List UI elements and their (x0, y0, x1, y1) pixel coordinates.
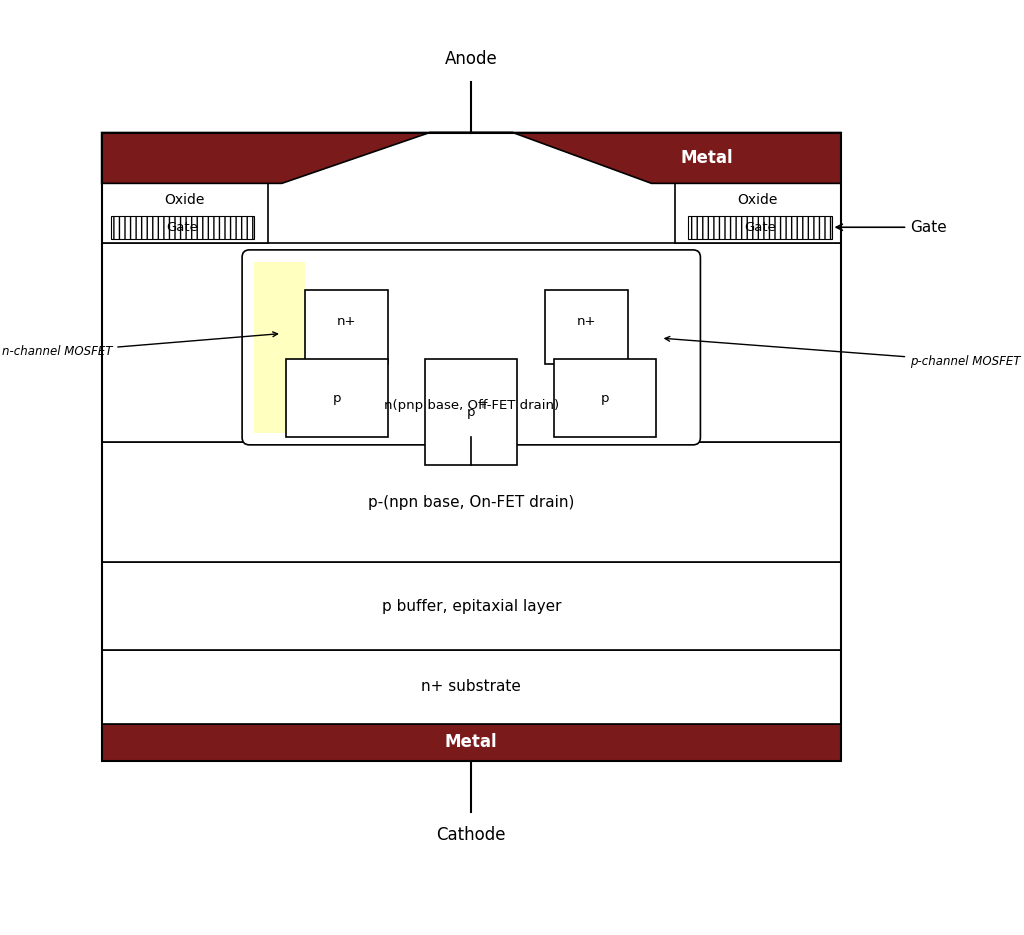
Text: n(pnp base, Off-FET drain): n(pnp base, Off-FET drain) (384, 398, 559, 411)
FancyBboxPatch shape (688, 216, 831, 238)
FancyBboxPatch shape (111, 216, 254, 238)
Text: Oxide: Oxide (165, 194, 205, 208)
FancyBboxPatch shape (425, 359, 517, 466)
FancyBboxPatch shape (101, 442, 841, 562)
FancyBboxPatch shape (101, 183, 268, 243)
FancyBboxPatch shape (675, 183, 841, 243)
Text: +: + (478, 399, 486, 410)
Text: p-(npn base, On-FET drain): p-(npn base, On-FET drain) (368, 495, 574, 510)
FancyBboxPatch shape (242, 250, 700, 445)
Text: Metal: Metal (445, 733, 498, 752)
FancyBboxPatch shape (254, 262, 305, 433)
Text: Cathode: Cathode (436, 826, 506, 843)
Text: p buffer, epitaxial layer: p buffer, epitaxial layer (382, 598, 561, 613)
Text: n+: n+ (577, 315, 597, 328)
Text: p: p (601, 392, 609, 405)
Text: Gate: Gate (837, 220, 947, 235)
Polygon shape (101, 133, 841, 183)
Text: p: p (333, 392, 342, 405)
FancyBboxPatch shape (287, 359, 388, 438)
Text: p-channel MOSFET: p-channel MOSFET (665, 337, 1021, 367)
Text: n+ substrate: n+ substrate (421, 680, 521, 695)
FancyBboxPatch shape (554, 359, 656, 438)
FancyBboxPatch shape (101, 243, 841, 442)
Text: p: p (467, 406, 475, 419)
Text: Anode: Anode (444, 50, 498, 68)
FancyBboxPatch shape (101, 562, 841, 650)
FancyBboxPatch shape (305, 290, 388, 364)
Text: Gate: Gate (744, 221, 776, 234)
FancyBboxPatch shape (545, 290, 629, 364)
Text: Gate: Gate (167, 221, 199, 234)
Text: Oxide: Oxide (737, 194, 778, 208)
Text: n-channel MOSFET: n-channel MOSFET (2, 332, 278, 358)
Text: Metal: Metal (681, 149, 733, 167)
Text: n+: n+ (337, 315, 356, 328)
FancyBboxPatch shape (101, 724, 841, 761)
FancyBboxPatch shape (101, 650, 841, 724)
